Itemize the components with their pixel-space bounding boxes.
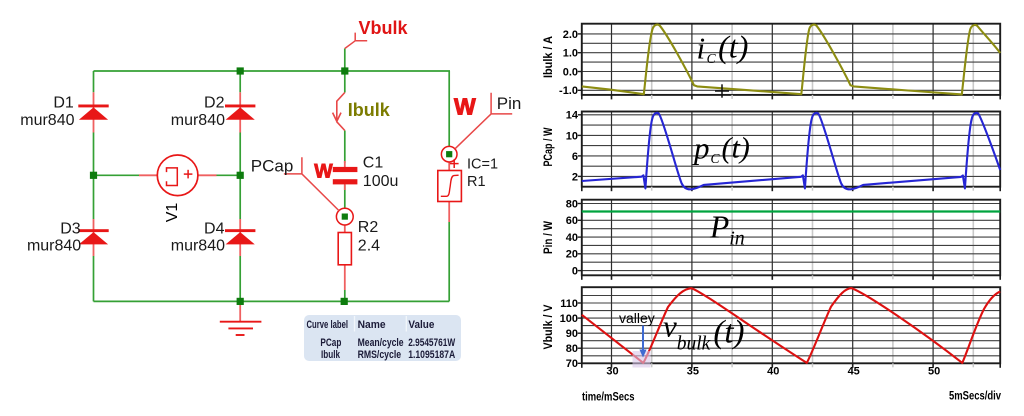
svg-text:2: 2 (572, 171, 578, 183)
svg-text:Value: Value (408, 319, 434, 331)
svg-text:R2: R2 (358, 219, 379, 236)
svg-text:R1: R1 (467, 174, 486, 190)
svg-text:110: 110 (560, 298, 578, 310)
svg-text:D1: D1 (53, 94, 74, 111)
svg-text:iC(t): i C(t) (697, 28, 749, 66)
svg-text:40: 40 (767, 365, 779, 377)
svg-text:Mean/cycle: Mean/cycle (358, 337, 404, 349)
svg-text:Vbulk / V: Vbulk / V (543, 304, 555, 349)
svg-text:45: 45 (848, 365, 860, 377)
svg-text:60: 60 (566, 215, 578, 227)
svg-text:V1: V1 (164, 203, 181, 223)
svg-text:Ibulk / A: Ibulk / A (543, 36, 555, 78)
svg-text:mur840: mur840 (20, 112, 74, 129)
svg-text:Vbulk: Vbulk (359, 18, 409, 38)
svg-text:Pin: Pin (709, 210, 745, 250)
svg-text:PCap: PCap (251, 156, 294, 175)
svg-text:mur840: mur840 (171, 112, 225, 129)
svg-text:D2: D2 (204, 94, 225, 111)
svg-text:Pin / W: Pin / W (543, 221, 555, 254)
svg-text:Ibulk: Ibulk (348, 100, 391, 120)
svg-text:-1.0: -1.0 (559, 85, 578, 97)
svg-text:D4: D4 (204, 220, 225, 237)
svg-text:14: 14 (566, 110, 579, 122)
svg-text:90: 90 (566, 328, 578, 340)
svg-text:35: 35 (687, 365, 699, 377)
svg-text:1.0: 1.0 (563, 48, 578, 60)
svg-text:W: W (314, 161, 333, 183)
svg-text:100: 100 (560, 313, 578, 325)
svg-text:2.9545761W: 2.9545761W (408, 337, 455, 349)
svg-text:2.4: 2.4 (358, 238, 380, 255)
svg-text:mur840: mur840 (171, 238, 225, 255)
svg-text:10: 10 (566, 130, 578, 142)
svg-text:0: 0 (572, 266, 578, 278)
svg-text:6: 6 (572, 151, 578, 163)
svg-text:50: 50 (928, 365, 940, 377)
svg-text:2.0: 2.0 (563, 29, 578, 41)
svg-text:PCap: PCap (320, 337, 341, 349)
svg-text:70: 70 (566, 358, 578, 370)
svg-text:40: 40 (566, 232, 578, 244)
svg-text:Curve label: Curve label (307, 319, 349, 331)
svg-text:pC(t): pC(t) (692, 130, 750, 166)
svg-text:IC=1: IC=1 (467, 157, 498, 173)
svg-text:Name: Name (358, 319, 386, 331)
svg-text:mur840: mur840 (27, 238, 81, 255)
svg-text:20: 20 (566, 249, 578, 261)
svg-text:Pin: Pin (497, 94, 522, 113)
svg-text:RMS/cycle: RMS/cycle (358, 349, 402, 361)
svg-text:W: W (454, 94, 476, 120)
svg-text:D3: D3 (60, 220, 81, 237)
svg-text:100u: 100u (363, 173, 399, 190)
svg-text:80: 80 (566, 343, 578, 355)
svg-text:0.0: 0.0 (563, 66, 578, 78)
svg-text:5mSecs/div: 5mSecs/div (949, 389, 1001, 403)
svg-text:C1: C1 (363, 154, 384, 171)
svg-text:80: 80 (566, 198, 578, 210)
svg-text:time/mSecs: time/mSecs (582, 390, 635, 404)
svg-text:1.1095187A: 1.1095187A (408, 349, 455, 361)
svg-text:PCap / W: PCap / W (543, 127, 555, 166)
svg-text:valley: valley (619, 310, 655, 326)
svg-text:Ibulk: Ibulk (321, 349, 341, 361)
svg-text:30: 30 (606, 365, 618, 377)
